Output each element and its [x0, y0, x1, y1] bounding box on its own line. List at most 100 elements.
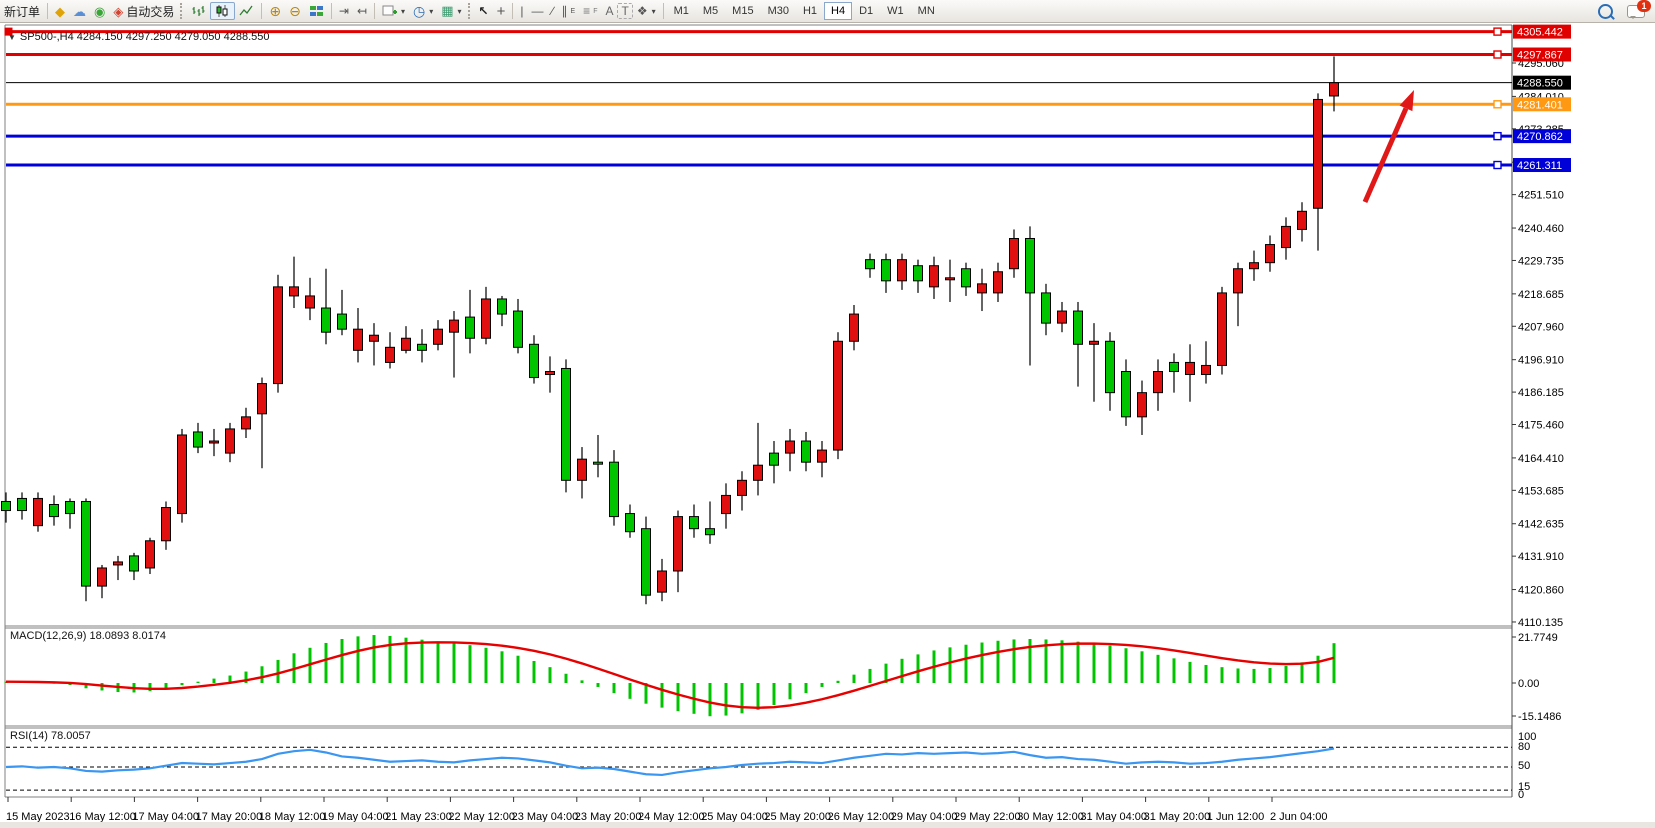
- time-tick-label: 29 May 04:00: [891, 811, 958, 823]
- candle: [833, 340, 843, 451]
- vertical-line-icon[interactable]: |: [520, 4, 524, 18]
- tab-m30[interactable]: M30: [767, 5, 789, 17]
- new-chart-button[interactable]: ▾: [378, 3, 409, 19]
- horizontal-line-icon[interactable]: —: [531, 4, 544, 18]
- time-tick-label: 17 May 20:00: [196, 811, 263, 823]
- candle: [625, 513, 635, 533]
- hline-handle[interactable]: [1493, 131, 1502, 141]
- tab-m15[interactable]: M15: [732, 5, 754, 17]
- candle: [817, 449, 827, 463]
- crosshair-icon[interactable]: +: [496, 2, 506, 20]
- new-order-button[interactable]: 新订单: [4, 4, 41, 19]
- candle: [689, 516, 699, 530]
- candle: [1025, 237, 1035, 294]
- chevron-down-icon[interactable]: ▼: [8, 33, 16, 42]
- candle: [401, 337, 411, 351]
- candle: [1281, 225, 1291, 249]
- trend-arrow-line[interactable]: [1362, 107, 1409, 204]
- candle: [865, 259, 875, 270]
- time-tick-label: 31 May 20:00: [1144, 811, 1211, 823]
- candle: [241, 416, 251, 430]
- candlestick-chart-icon[interactable]: [210, 2, 236, 20]
- tab-h1[interactable]: H1: [802, 5, 818, 17]
- trend-arrow-head[interactable]: [1399, 90, 1414, 112]
- candlestick-glyph: [216, 5, 228, 17]
- equidistant-channel-icon[interactable]: ∥ E: [561, 4, 576, 18]
- candle: [673, 516, 683, 572]
- time-tick-label: 25 May 04:00: [701, 811, 768, 823]
- text-label-icon[interactable]: T: [617, 3, 633, 19]
- candle: [1153, 370, 1163, 394]
- candle: [577, 458, 587, 481]
- chat-icon[interactable]: 1: [1627, 0, 1651, 19]
- price-line-label-box: [1513, 158, 1571, 173]
- hline-handle[interactable]: [1493, 50, 1502, 59]
- separator: [662, 3, 664, 19]
- candle: [129, 555, 139, 572]
- time-tick-label: 1 Jun 12:00: [1207, 811, 1265, 823]
- tab-w1[interactable]: W1: [887, 5, 904, 17]
- signals-icon[interactable]: ◉: [94, 3, 106, 19]
- auto-scroll-icon[interactable]: ↤: [356, 4, 367, 18]
- candle: [497, 298, 507, 315]
- community-icon[interactable]: ☁: [73, 3, 87, 19]
- price-tick-label: 4196.910: [1518, 355, 1564, 367]
- candle: [321, 307, 331, 333]
- chart-window[interactable]: 4295.0604284.0104273.2854262.2354251.510…: [0, 22, 1655, 823]
- period-button[interactable]: ◷ ▾: [412, 2, 434, 19]
- candle: [225, 428, 235, 454]
- candle: [481, 298, 491, 339]
- price-tick-label: 4218.685: [1518, 289, 1564, 301]
- candle: [1057, 310, 1067, 324]
- line-chart-icon[interactable]: [235, 3, 258, 19]
- price-line-label-box: [1513, 97, 1571, 112]
- candle: [753, 464, 763, 481]
- hline-handle[interactable]: [1493, 27, 1502, 36]
- toolbar-grip[interactable]: [180, 3, 185, 19]
- cursor-icon[interactable]: ↖: [478, 4, 489, 18]
- tab-d1[interactable]: D1: [859, 5, 874, 17]
- hline-handle[interactable]: [1493, 100, 1502, 109]
- bar-chart-icon[interactable]: [187, 3, 210, 19]
- fibonacci-icon[interactable]: ≡ F: [583, 4, 598, 18]
- tile-windows-icon[interactable]: [305, 3, 328, 19]
- text-icon[interactable]: A: [605, 4, 614, 18]
- price-line-label: 4305.442: [1517, 27, 1563, 39]
- separator: [330, 3, 332, 19]
- chart-shift-icon[interactable]: ⇥: [338, 4, 349, 18]
- trendline-icon[interactable]: ∕: [551, 4, 554, 18]
- price-tick-label: 4207.960: [1518, 321, 1564, 333]
- tab-mn[interactable]: MN: [917, 5, 935, 17]
- deposit-icon[interactable]: ◆: [55, 3, 66, 19]
- zoom-out-icon[interactable]: ⊖: [289, 2, 301, 19]
- hline-handle[interactable]: [1493, 160, 1502, 170]
- price-tick-label: 4131.910: [1518, 551, 1564, 563]
- autotrading-button[interactable]: ◈ 自动交易: [113, 3, 175, 19]
- rsi-line: [5, 747, 1335, 777]
- notification-badge: 1: [1637, 0, 1651, 12]
- candle: [545, 370, 555, 376]
- search-icon[interactable]: [1598, 3, 1613, 19]
- candle: [1217, 292, 1227, 366]
- candle: [993, 271, 1003, 294]
- candle: [1249, 262, 1259, 270]
- candle: [593, 461, 603, 465]
- candle: [641, 528, 651, 596]
- zoom-in-icon[interactable]: ⊕: [269, 2, 282, 19]
- price-tick-label: 4240.460: [1518, 223, 1564, 235]
- price-tick-label: 4110.135: [1518, 617, 1563, 629]
- hline-handle[interactable]: [4, 27, 13, 36]
- template-button[interactable]: ▦ ▾: [441, 3, 462, 18]
- candle: [337, 313, 347, 330]
- toolbar-grip[interactable]: [467, 3, 473, 19]
- candle: [353, 328, 363, 351]
- tab-m5[interactable]: M5: [702, 5, 719, 17]
- price-line-label: 4261.311: [1517, 160, 1562, 172]
- tab-h4[interactable]: H4: [824, 2, 853, 20]
- candle: [1089, 340, 1099, 345]
- shapes-button[interactable]: ❖ ▾: [636, 4, 656, 18]
- price-line-label: 4288.550: [1517, 78, 1563, 90]
- tab-m1[interactable]: M1: [673, 5, 689, 17]
- candle: [913, 265, 923, 282]
